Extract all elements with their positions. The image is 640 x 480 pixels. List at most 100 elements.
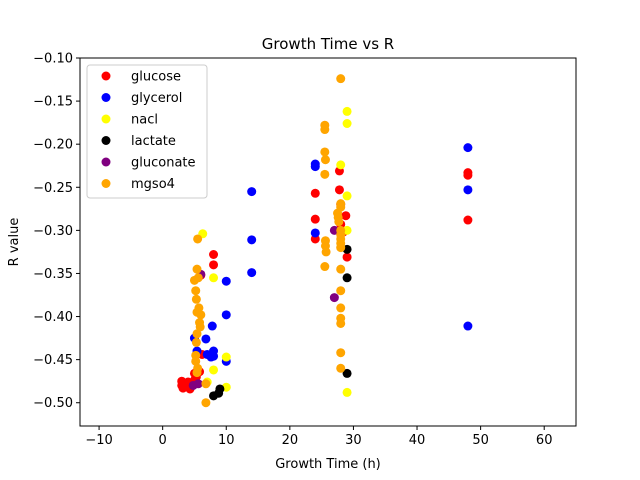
mgso4-point — [336, 202, 346, 212]
legend-marker-lactate — [101, 136, 111, 145]
series-mgso4 — [189, 74, 346, 408]
gluconate-point — [329, 225, 339, 235]
nacl-point — [342, 119, 352, 128]
series-lactate — [209, 244, 352, 401]
legend-marker-mgso4 — [101, 179, 111, 188]
mgso4-point — [196, 310, 206, 320]
series-glycerol — [189, 143, 473, 366]
y-tick-label: −0.20 — [33, 138, 73, 153]
mgso4-point — [336, 318, 346, 328]
mgso4-point — [334, 217, 344, 227]
mgso4-point — [201, 379, 211, 389]
glycerol-point — [463, 185, 473, 195]
x-tick-label: 50 — [472, 433, 489, 448]
glucose-point — [310, 214, 320, 224]
x-tick-label: 40 — [409, 433, 426, 448]
mgso4-point — [336, 286, 346, 296]
mgso4-point — [336, 363, 346, 373]
y-tick-label: −0.15 — [33, 95, 73, 110]
lactate-point — [342, 368, 352, 378]
glucose-point — [209, 250, 219, 259]
gluconate-point — [193, 379, 203, 389]
x-tick-label: 0 — [159, 433, 167, 448]
mgso4-point — [320, 262, 330, 272]
x-tick-label: 30 — [345, 433, 362, 448]
y-tick-label: −0.50 — [33, 396, 73, 411]
nacl-point — [342, 225, 352, 235]
legend-label-glucose: glucose — [131, 70, 181, 85]
axis-ticks: −10 0 10 20 30 40 50 60 −0.50 −0.45 −0.40 −0.35 −0.3… — [33, 52, 552, 449]
nacl-point — [342, 106, 352, 116]
glycerol-point — [247, 187, 257, 197]
glucose-point — [209, 260, 219, 270]
glycerol-point — [207, 321, 217, 331]
mgso4-point — [191, 286, 201, 296]
mgso4-point — [336, 348, 346, 358]
legend-label-nacl: nacl — [131, 113, 158, 128]
mgso4-point — [191, 337, 201, 347]
mgso4-point — [320, 169, 330, 179]
legend-label-lactate: lactate — [131, 134, 176, 149]
glycerol-point — [247, 268, 257, 278]
legend-label-mgso4: mgso4 — [131, 177, 175, 192]
mgso4-point — [191, 294, 201, 304]
legend-marker-glucose — [101, 71, 111, 81]
glycerol-point — [247, 235, 257, 245]
glucose-point — [463, 215, 473, 225]
mgso4-point — [192, 329, 202, 339]
nacl-point — [342, 387, 352, 397]
legend: glucose glycerol nacl lactate gluconate mgso4 — [86, 64, 208, 199]
nacl-point — [342, 191, 352, 201]
mgso4-point — [320, 147, 330, 157]
mgso4-point — [192, 264, 202, 274]
nacl-point — [209, 365, 219, 375]
glucose-point — [334, 185, 344, 195]
y-tick-label: −0.10 — [33, 52, 73, 67]
legend-marker-gluconate — [101, 157, 111, 167]
mgso4-point — [191, 356, 201, 366]
glycerol-point — [201, 334, 211, 344]
x-axis-title: Growth Time (h) — [275, 457, 381, 472]
mgso4-point — [336, 264, 346, 274]
nacl-point — [209, 273, 219, 283]
glucose-point — [342, 252, 352, 262]
lactate-point — [215, 384, 225, 394]
mgso4-point — [320, 155, 330, 165]
legend-label-glycerol: glycerol — [131, 91, 182, 106]
nacl-point — [336, 160, 346, 170]
glycerol-point — [463, 143, 473, 153]
gluconate-point — [329, 293, 339, 303]
glycerol-point — [310, 228, 320, 238]
mgso4-point — [336, 243, 346, 253]
y-tick-label: −0.40 — [33, 310, 73, 325]
x-tick-label: 20 — [282, 433, 299, 448]
mgso4-point — [193, 363, 203, 373]
y-tick-label: −0.30 — [33, 224, 73, 239]
y-tick-label: −0.45 — [33, 353, 73, 368]
mgso4-point — [195, 322, 205, 332]
legend-box — [86, 64, 208, 199]
x-tick-label: 60 — [536, 433, 553, 448]
x-tick-label: 10 — [218, 433, 235, 448]
glucose-point — [463, 170, 473, 180]
glycerol-point — [209, 351, 219, 361]
nacl-point — [221, 352, 231, 362]
glycerol-point — [221, 276, 231, 286]
x-tick-label: −10 — [85, 433, 112, 448]
plot-frame — [79, 57, 577, 427]
mgso4-point — [194, 303, 204, 313]
y-tick-label: −0.25 — [33, 181, 73, 196]
y-axis-title: R value — [7, 218, 22, 267]
mgso4-point — [201, 398, 211, 408]
mgso4-point — [336, 303, 346, 313]
mgso4-point — [193, 234, 203, 244]
legend-marker-nacl — [101, 114, 111, 124]
glycerol-point — [463, 321, 473, 331]
plot-area — [177, 74, 473, 408]
glycerol-point — [310, 162, 320, 172]
glucose-point — [310, 188, 320, 198]
legend-label-gluconate: gluconate — [131, 156, 196, 171]
mgso4-point — [336, 74, 346, 84]
mgso4-point — [320, 125, 330, 135]
